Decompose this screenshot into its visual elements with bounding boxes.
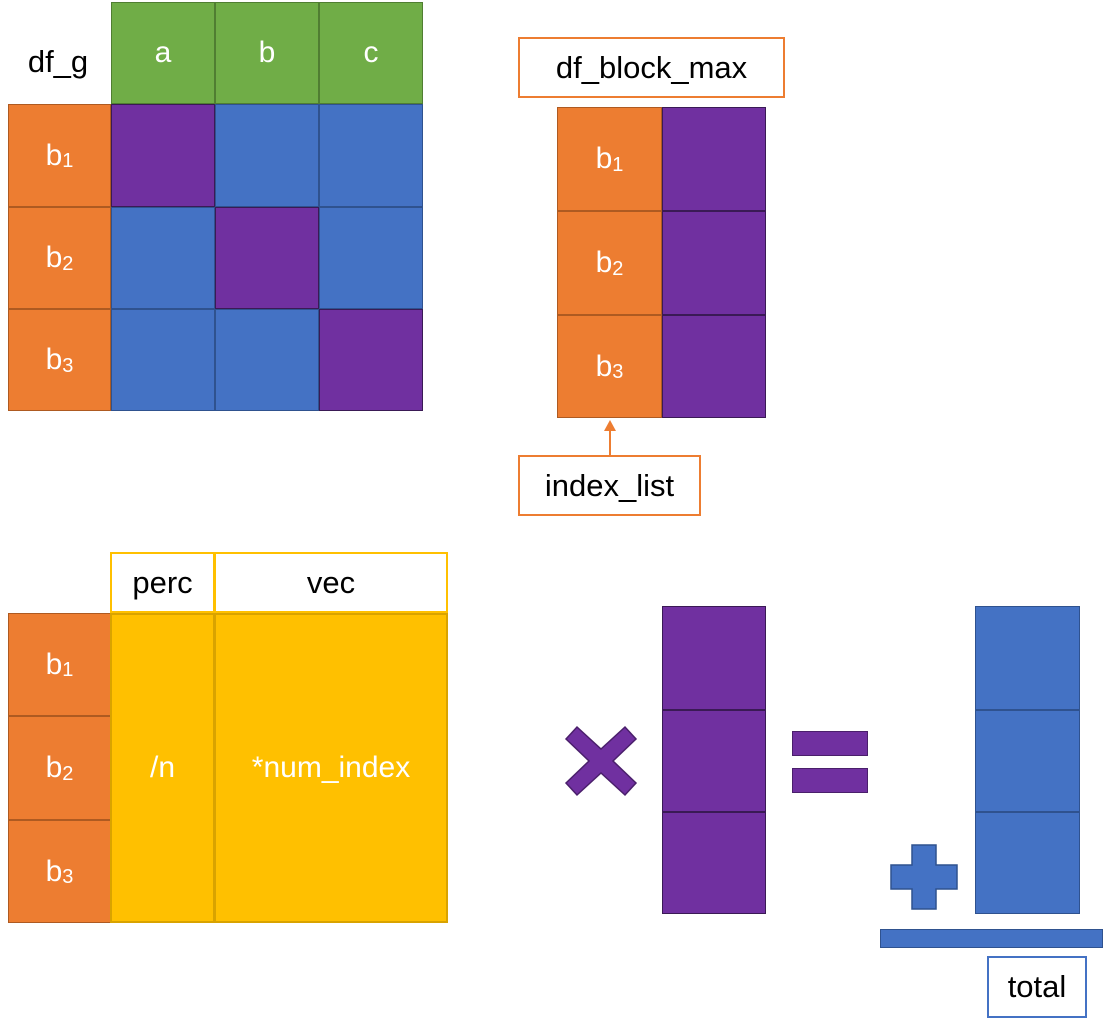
row-label: b	[45, 647, 63, 681]
index-list-label: index_list	[518, 455, 701, 516]
df-block-max-value	[662, 315, 766, 418]
row-subscript: 1	[62, 150, 74, 172]
row-label: b	[45, 138, 63, 172]
row-subscript: 1	[62, 659, 74, 681]
sum-line	[880, 929, 1103, 948]
purple-vector-cell	[662, 710, 766, 812]
row-subscript: 2	[62, 252, 74, 275]
blue-vector-cell	[975, 710, 1080, 812]
df-g-cell-max	[215, 207, 319, 309]
equals-bar-bottom	[792, 768, 868, 793]
df-g-title: df_g	[27, 44, 89, 79]
df-g-cell-max	[111, 104, 215, 207]
df-g-cell	[319, 104, 423, 207]
row-label: b	[595, 142, 613, 175]
row-subscript: 3	[612, 361, 624, 383]
df-g-cell	[111, 309, 215, 411]
purple-vector-cell	[662, 606, 766, 710]
blue-vector-cell	[975, 812, 1080, 914]
total-label: total	[987, 956, 1087, 1018]
df-g-col-b: b	[215, 2, 319, 104]
equals-bar-top	[792, 731, 868, 756]
row-label: b	[45, 241, 63, 274]
vec-column: *num_index	[214, 613, 448, 923]
df-block-max-value	[662, 107, 766, 211]
row-subscript: 3	[62, 866, 74, 888]
perc-column: /n	[110, 613, 215, 923]
row-label: b	[45, 751, 63, 784]
df-g-cell	[215, 104, 319, 207]
row-label: b	[595, 349, 613, 383]
df-g-cell	[111, 207, 215, 309]
row-label: b	[595, 246, 613, 279]
purple-vector-cell	[662, 812, 766, 914]
row-subscript: 1	[612, 153, 624, 176]
blue-vector-cell	[975, 606, 1080, 710]
df-block-max-title: df_block_max	[518, 37, 785, 98]
vec-header: vec	[214, 552, 448, 613]
df-g-cell	[319, 207, 423, 309]
perc-header: perc	[110, 552, 215, 613]
df-g-cell-max	[319, 309, 423, 411]
row-subscript: 2	[612, 257, 624, 280]
df-g-cell	[215, 309, 319, 411]
row-subscript: 3	[62, 354, 74, 377]
row-label: b	[45, 343, 63, 376]
multiply-icon	[564, 725, 638, 797]
df-block-max-value	[662, 211, 766, 315]
df-g-col-c: c	[319, 2, 423, 104]
row-label: b	[45, 854, 63, 888]
arrow-up-icon	[604, 420, 616, 458]
plus-icon	[890, 844, 958, 910]
equals-icon	[792, 731, 868, 793]
df-g-col-a: a	[111, 2, 215, 104]
row-subscript: 2	[62, 762, 74, 785]
